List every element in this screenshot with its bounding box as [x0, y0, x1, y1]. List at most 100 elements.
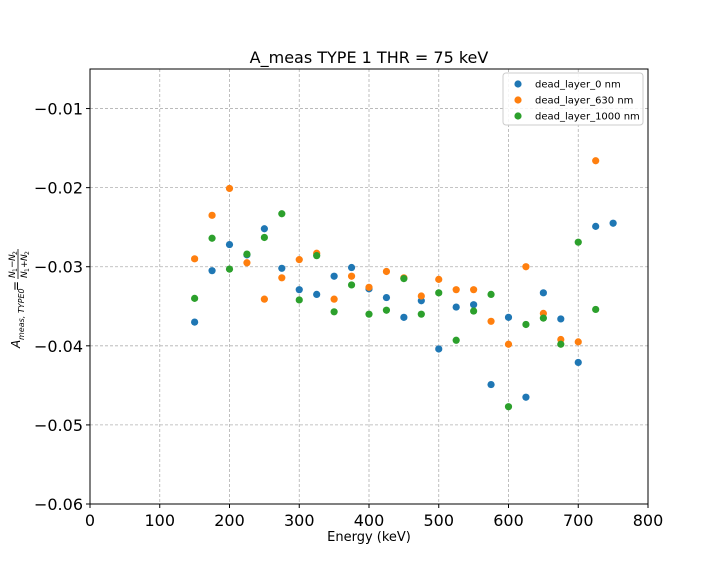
data-point-series-3: [208, 234, 216, 242]
data-point-series-1: [592, 222, 600, 230]
svg-text:1: 1: [12, 268, 19, 272]
data-point-series-2: [225, 184, 234, 193]
svg-text:meas, TYPE0: meas, TYPE0: [17, 288, 26, 340]
svg-text:N: N: [20, 254, 30, 261]
data-point-series-1: [557, 315, 565, 323]
data-point-series-2: [295, 256, 303, 264]
svg-text:2: 2: [24, 251, 31, 255]
data-point-series-2: [487, 317, 495, 325]
data-point-series-2: [243, 259, 251, 267]
legend-label: dead_layer_0 nm: [535, 80, 621, 91]
data-point-series-2: [522, 263, 530, 271]
svg-text:1: 1: [24, 268, 31, 272]
data-point-series-1: [400, 313, 408, 321]
data-point-series-2: [417, 292, 425, 300]
legend-marker: [514, 80, 522, 88]
data-point-series-1: [313, 290, 321, 299]
data-point-series-3: [592, 305, 600, 314]
data-point-series-3: [539, 314, 547, 322]
svg-text:−: −: [8, 260, 18, 268]
data-point-series-2: [504, 340, 513, 348]
data-point-series-3: [400, 274, 408, 283]
x-tick-label: 500: [423, 511, 454, 530]
data-point-series-3: [295, 296, 303, 304]
data-points: [191, 157, 617, 411]
data-point-series-3: [347, 281, 356, 289]
svg-text:N: N: [20, 271, 30, 278]
data-point-series-3: [435, 289, 443, 297]
data-point-series-2: [278, 274, 286, 282]
data-point-series-2: [435, 275, 443, 283]
svg-text:2: 2: [12, 251, 19, 255]
x-tick-label: 100: [144, 511, 175, 530]
y-tick-label: −0.06: [34, 495, 83, 514]
svg-text:+: +: [20, 260, 30, 268]
data-point-series-1: [504, 313, 513, 321]
data-point-series-1: [208, 267, 216, 275]
legend-label: dead_layer_630 nm: [535, 96, 633, 107]
x-tick-label: 800: [633, 511, 664, 530]
y-axis-ticks: −0.06 −0.05 −0.04 −0.03 −0.02 −0.01: [34, 100, 90, 514]
data-point-series-3: [382, 306, 391, 314]
data-point-series-3: [365, 310, 373, 318]
data-point-series-2: [260, 295, 268, 303]
data-point-series-1: [452, 303, 460, 311]
data-point-series-3: [452, 336, 460, 344]
data-point-series-1: [225, 240, 234, 249]
data-point-series-3: [313, 252, 321, 260]
data-point-series-1: [330, 272, 338, 280]
data-point-series-1: [278, 264, 286, 272]
y-axis-label: A meas, TYPE0 = N 1 − N 2 N 1 + N 2: [8, 249, 31, 349]
data-point-series-3: [487, 290, 495, 299]
data-point-series-3: [574, 238, 582, 246]
chart-title: A_meas TYPE 1 THR = 75 keV: [250, 48, 489, 68]
data-point-series-2: [330, 295, 338, 303]
legend: dead_layer_0 nm dead_layer_630 nm dead_lay…: [502, 72, 644, 126]
data-point-series-1: [574, 358, 582, 367]
data-point-series-3: [330, 308, 338, 316]
x-tick-label: 0: [85, 511, 95, 530]
data-point-series-2: [208, 211, 216, 219]
x-axis-label: Energy (keV): [327, 530, 411, 545]
data-point-series-2: [382, 267, 391, 276]
data-point-series-1: [295, 286, 303, 294]
data-point-series-2: [365, 283, 373, 291]
data-point-series-2: [452, 286, 460, 294]
data-point-series-1: [470, 301, 478, 309]
y-tick-label: −0.05: [34, 416, 83, 435]
data-point-series-2: [592, 157, 600, 165]
x-tick-label: 700: [563, 511, 594, 530]
y-tick-label: −0.01: [34, 100, 83, 119]
svg-text:=: =: [9, 281, 23, 291]
data-point-series-3: [260, 233, 268, 242]
x-axis-ticks: 0 100 200 300 400 500 600 700 800: [85, 504, 663, 530]
data-point-series-1: [522, 393, 530, 401]
y-tick-label: −0.04: [34, 337, 83, 356]
legend-label: dead_layer_1000 nm: [535, 112, 640, 123]
y-tick-label: −0.02: [34, 179, 83, 198]
data-point-series-1: [435, 345, 443, 353]
data-point-series-1: [487, 380, 495, 389]
data-point-series-3: [417, 310, 425, 318]
svg-text:A: A: [9, 340, 23, 349]
x-tick-label: 200: [214, 511, 245, 530]
data-point-series-3: [225, 265, 234, 273]
x-tick-label: 400: [354, 511, 385, 530]
svg-text:N: N: [8, 254, 18, 261]
data-point-series-2: [470, 286, 478, 294]
legend-marker: [514, 96, 522, 104]
svg-text:N: N: [8, 271, 18, 278]
data-point-series-1: [347, 263, 356, 272]
y-tick-label: −0.03: [34, 258, 83, 277]
data-point-series-3: [470, 307, 478, 315]
x-tick-label: 300: [284, 511, 315, 530]
data-point-series-3: [504, 403, 513, 411]
data-point-series-2: [347, 272, 356, 280]
data-point-series-1: [191, 318, 199, 326]
legend-marker: [514, 112, 522, 120]
data-point-series-3: [278, 210, 286, 218]
data-point-series-1: [609, 219, 617, 227]
data-point-series-1: [539, 289, 547, 297]
data-point-series-1: [260, 225, 268, 233]
